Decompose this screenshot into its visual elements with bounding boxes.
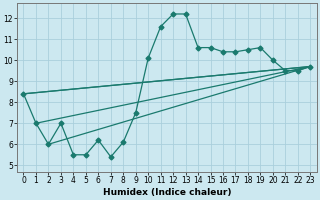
X-axis label: Humidex (Indice chaleur): Humidex (Indice chaleur) [103, 188, 231, 197]
